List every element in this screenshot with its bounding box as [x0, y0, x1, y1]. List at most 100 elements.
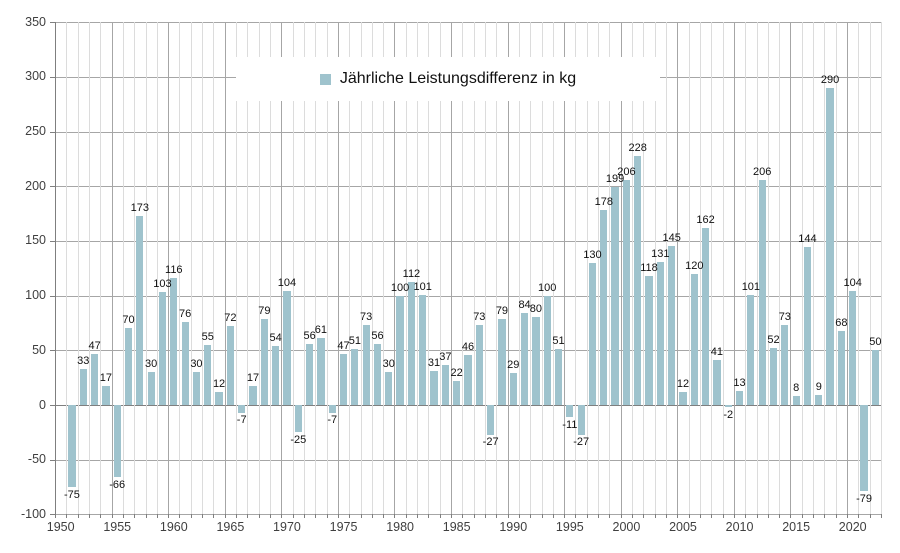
- y-axis-label: 300: [25, 69, 46, 84]
- x-axis-tick: [688, 514, 690, 518]
- x-axis-tick: [643, 514, 645, 518]
- x-axis-label: 1985: [442, 520, 471, 534]
- x-axis-tick: [564, 514, 566, 518]
- x-axis-label: 1970: [273, 520, 301, 534]
- x-axis-tick: [258, 514, 260, 518]
- gridline-x-1993: [541, 22, 543, 514]
- legend-swatch-icon: [319, 73, 331, 85]
- bar-2007: [701, 227, 710, 405]
- x-axis-tick: [496, 514, 498, 518]
- bar-2006: [690, 273, 698, 405]
- bar-label-1961: 76: [178, 307, 192, 320]
- x-axis-tick: [586, 514, 588, 518]
- bar-label-1990: 29: [507, 359, 520, 372]
- x-axis-label: 1995: [555, 520, 584, 534]
- x-axis-tick: [779, 514, 781, 518]
- x-axis-tick: [134, 514, 136, 518]
- x-axis-tick: [632, 514, 634, 518]
- gridline-x-1975: [337, 22, 339, 514]
- x-axis-tick: [711, 514, 713, 518]
- bar-1962: [192, 372, 201, 405]
- bar-label-1953: 47: [88, 339, 101, 352]
- bar-label-1985: 22: [450, 366, 463, 379]
- gridline-x-2005: [677, 22, 679, 514]
- gridline-x-1982: [417, 22, 419, 514]
- x-axis-tick: [326, 514, 328, 518]
- gridline-x-2008: [711, 22, 713, 514]
- bar-1972: [305, 343, 314, 405]
- x-axis-tick: [55, 514, 56, 518]
- bar-1961: [181, 321, 189, 405]
- x-axis-tick: [360, 514, 362, 518]
- x-axis-tick: [122, 514, 124, 518]
- bar-label-2006: 120: [685, 259, 704, 272]
- y-axis-tick: [50, 76, 55, 78]
- bar-1976: [351, 349, 359, 405]
- bar-label-2000: 206: [617, 165, 636, 178]
- gridline-x-1961: [179, 22, 181, 514]
- bar-label-1964: 12: [212, 377, 226, 390]
- bar-2002: [645, 275, 653, 405]
- bar-label-1956: 70: [122, 314, 135, 327]
- bar-label-1980: 100: [390, 281, 410, 294]
- bar-label-1987: 73: [473, 311, 486, 324]
- bar-label-2010: 13: [733, 376, 746, 389]
- gridline-x-1963: [202, 22, 204, 514]
- x-axis-tick: [881, 514, 882, 518]
- bar-label-2015: 8: [793, 382, 800, 395]
- gridline-x-1971: [292, 22, 294, 514]
- bar-label-2008: 41: [710, 346, 724, 359]
- bar-2021: [860, 405, 868, 492]
- x-axis-tick: [428, 514, 430, 518]
- x-axis-tick: [767, 514, 769, 518]
- x-axis-tick: [439, 514, 441, 518]
- x-axis-tick: [530, 514, 532, 518]
- x-axis-label: 1950: [46, 520, 75, 534]
- x-axis-tick: [666, 514, 667, 518]
- bar-1979: [385, 372, 393, 405]
- x-axis-tick: [281, 514, 283, 518]
- gridline-x-1956: [122, 22, 124, 514]
- x-axis-tick: [451, 514, 453, 518]
- x-axis-tick: [462, 514, 464, 518]
- bar-label-1991: 84: [518, 299, 531, 312]
- bar-1997: [588, 262, 597, 405]
- gridline-x-1981: [405, 22, 407, 514]
- bar-label-1973: 61: [314, 324, 328, 337]
- bar-1974: [328, 405, 336, 413]
- bar-1956: [124, 328, 133, 405]
- gridline-y-250: [55, 131, 881, 133]
- bar-label-2009: -2: [723, 408, 734, 421]
- gridline-x-1959: [156, 22, 158, 514]
- bar-1988: [487, 405, 495, 435]
- gridline-x-1976: [349, 22, 351, 514]
- bar-label-2001: 228: [628, 141, 647, 154]
- chart-legend: Jährliche Leistungsdifferenz in kg: [236, 57, 660, 101]
- gridline-x-1954: [100, 22, 102, 514]
- bar-1965: [226, 326, 234, 405]
- bar-label-1970: 104: [277, 277, 297, 290]
- bar-label-1989: 79: [495, 304, 509, 317]
- gridline-x-2007: [699, 22, 701, 514]
- gridline-x-1977: [360, 22, 362, 514]
- x-axis-label: 2010: [725, 520, 754, 534]
- bar-label-1998: 178: [594, 196, 613, 209]
- gridline-x-1965: [224, 22, 226, 514]
- gridline-x-1974: [326, 22, 328, 514]
- bar-1959: [158, 292, 167, 405]
- x-axis-tick: [66, 514, 68, 518]
- x-axis-label: 1955: [103, 520, 132, 534]
- y-axis-tick: [50, 514, 55, 516]
- x-axis-tick: [699, 514, 701, 518]
- bar-1986: [464, 354, 472, 405]
- bar-label-1951: -75: [64, 488, 80, 501]
- bar-2003: [656, 261, 664, 405]
- bar-1969: [272, 345, 280, 405]
- gridline-x-2020: [847, 22, 849, 514]
- bar-1992: [532, 317, 540, 405]
- bar-1994: [554, 349, 563, 405]
- x-axis-tick: [813, 514, 815, 518]
- gridline-x-2011: [745, 22, 747, 514]
- bar-label-1992: 80: [529, 303, 542, 316]
